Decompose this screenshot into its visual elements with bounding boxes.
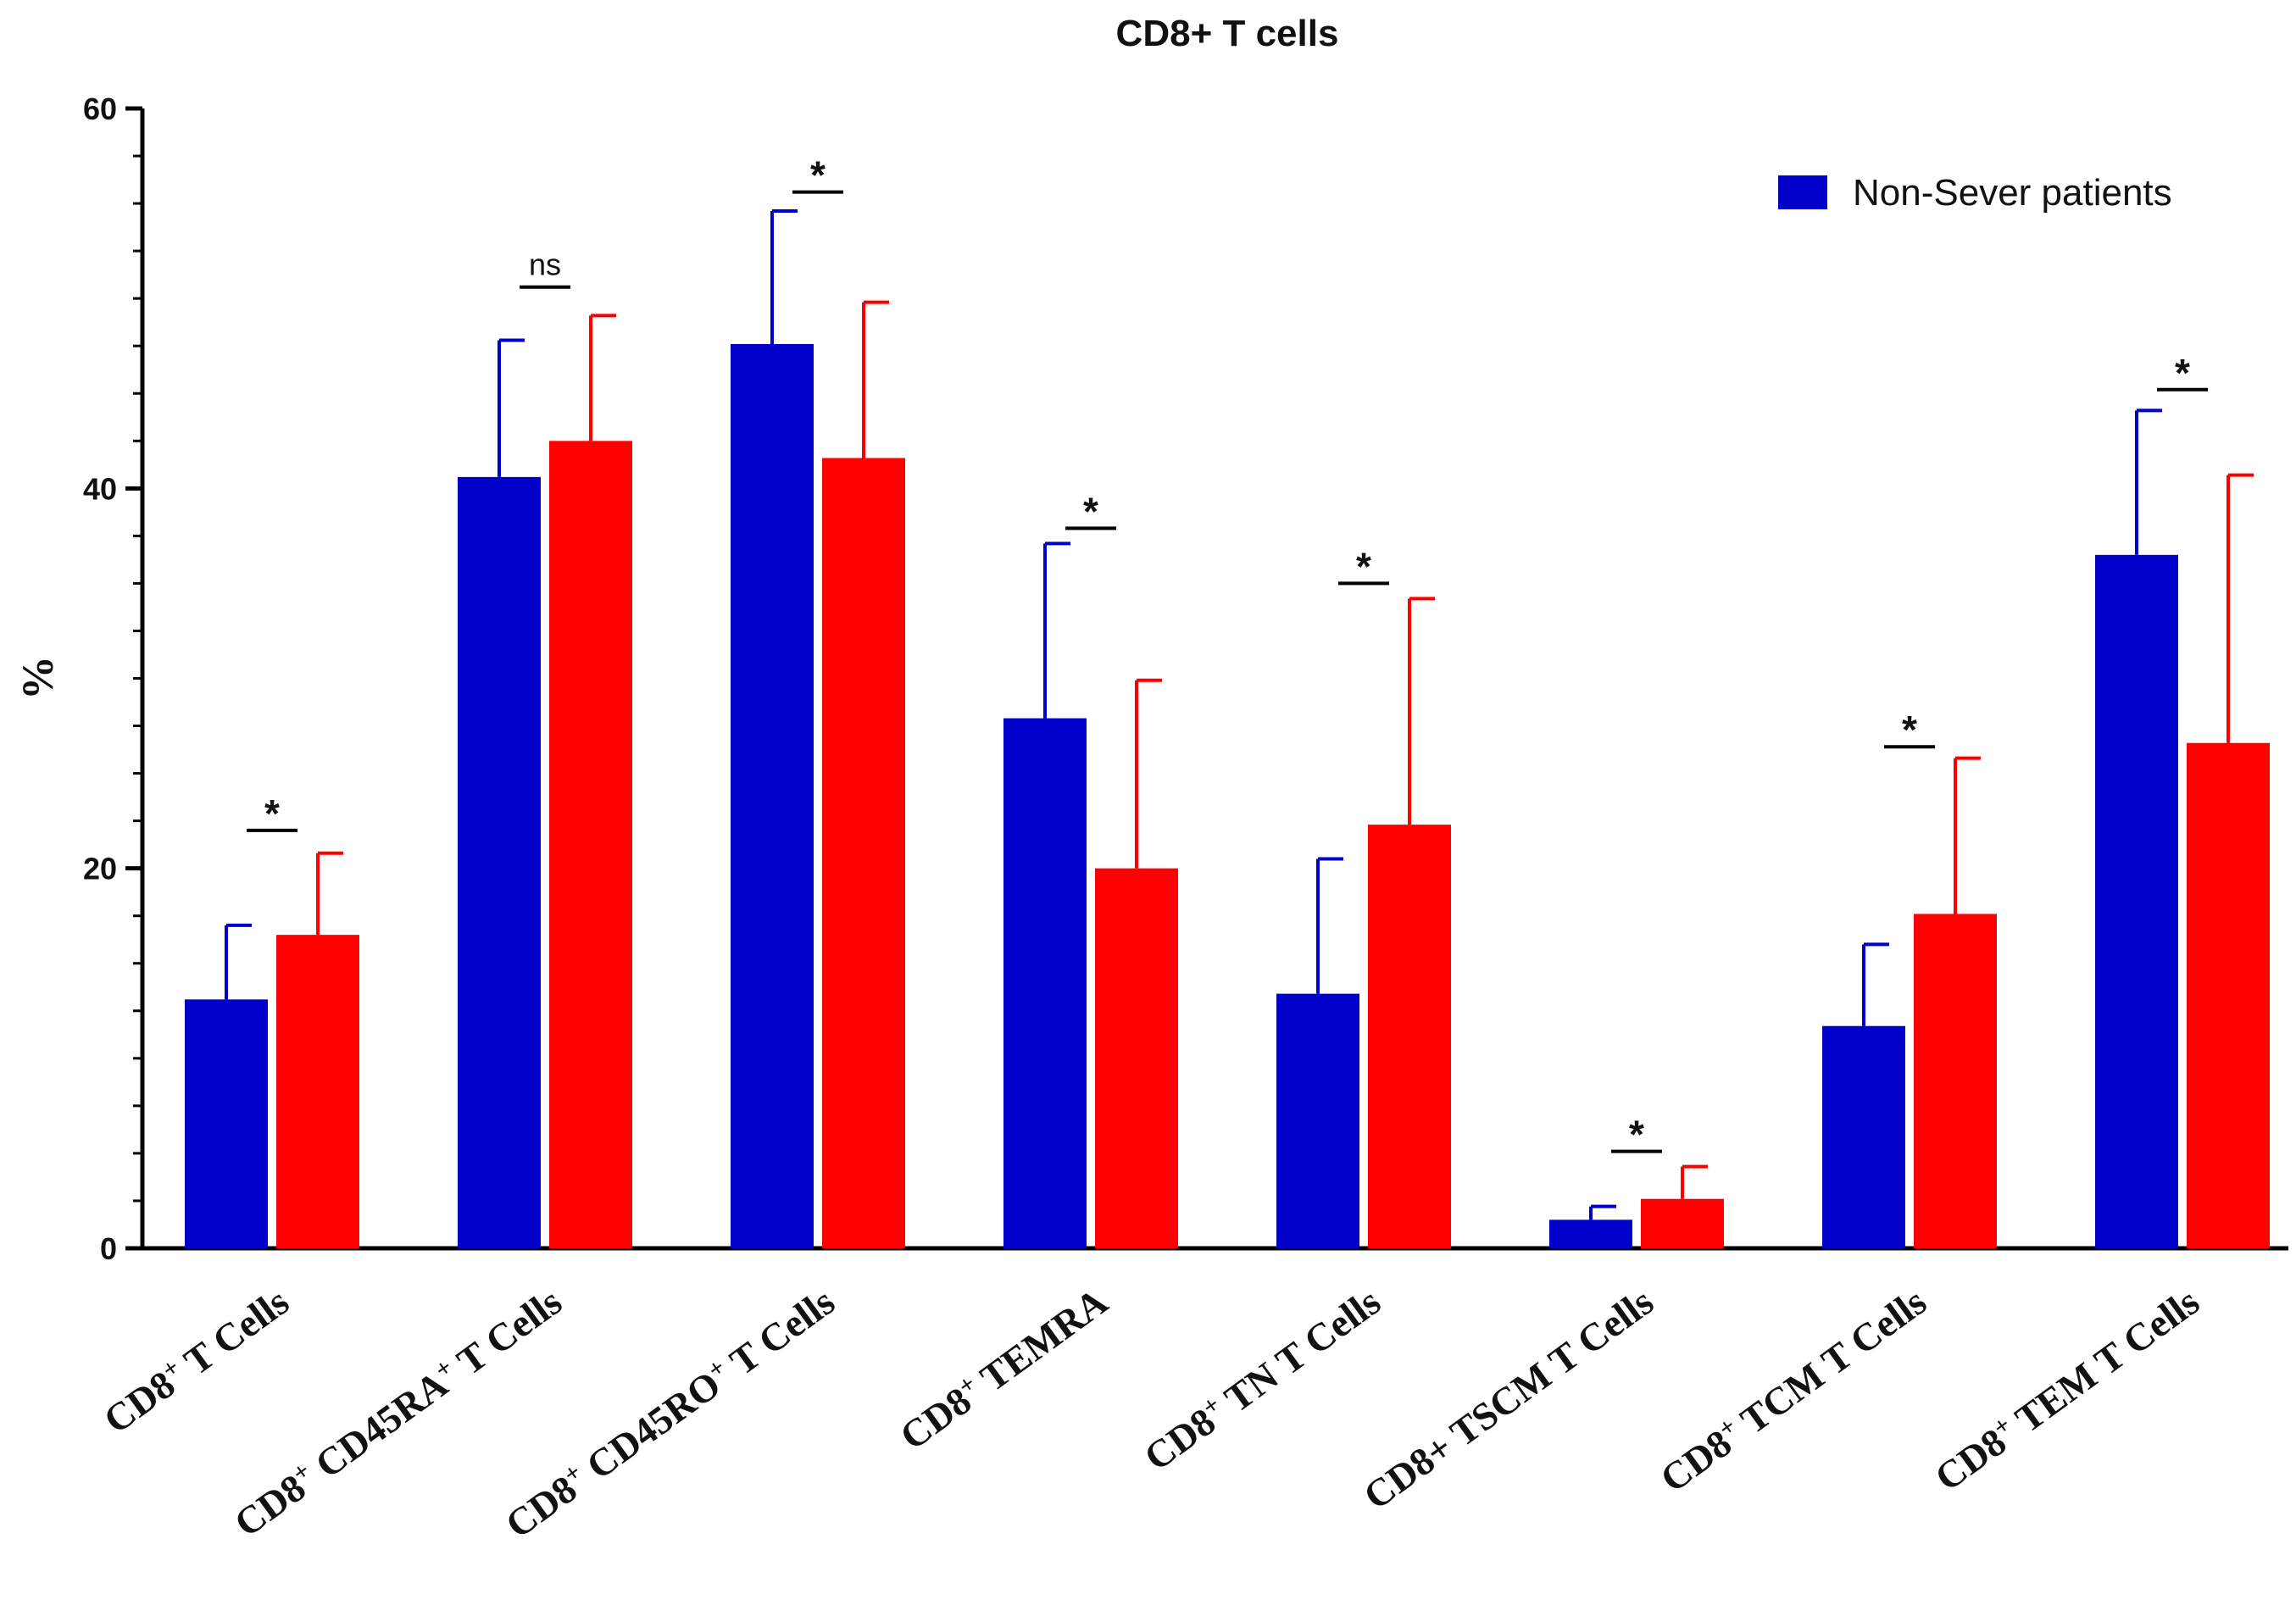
bar-non-sever xyxy=(731,343,814,1248)
significance-label: * xyxy=(264,792,280,836)
bar-sever xyxy=(1914,914,1997,1248)
bar-non-sever xyxy=(2095,554,2178,1248)
x-tick-label: CD8+ TEMRA xyxy=(892,1279,1115,1458)
significance-markers: * ns * * * * * * xyxy=(247,153,2208,1157)
y-axis: 0 20 40 60 xyxy=(83,92,145,1266)
x-tick-label: CD8+ TSCM T Cells xyxy=(1356,1280,1661,1518)
y-tick-label: 20 xyxy=(83,852,117,886)
bar-sever xyxy=(2187,742,2270,1248)
legend: Non-Sever patients xyxy=(1778,172,2172,214)
y-tick-label: 60 xyxy=(83,92,117,126)
bar-sever xyxy=(822,458,905,1248)
significance-label: * xyxy=(810,153,826,197)
bar-sever xyxy=(1641,1198,1724,1248)
bar-non-sever xyxy=(1276,993,1359,1248)
bars xyxy=(185,343,2270,1248)
bar-non-sever xyxy=(1549,1219,1632,1248)
x-tick-label: CD8+ TCM T Cells xyxy=(1652,1279,1934,1501)
chart-title: CD8+ T cells xyxy=(1116,13,1339,54)
x-tick-label: CD8+ TEM T Cells xyxy=(1926,1279,2207,1499)
error-bars xyxy=(225,209,2254,1220)
x-tick-label: CD8+ TN T Cells xyxy=(1136,1279,1388,1479)
bar-non-sever xyxy=(458,476,541,1248)
significance-label: * xyxy=(1902,708,1917,752)
legend-label-non-sever: Non-Sever patients xyxy=(1853,172,2172,214)
bar-sever xyxy=(276,935,359,1248)
y-tick-label: 0 xyxy=(100,1231,117,1266)
significance-label: * xyxy=(1083,489,1098,533)
bar-sever xyxy=(549,441,632,1248)
significance-label: * xyxy=(1629,1113,1644,1157)
bar-sever xyxy=(1368,825,1451,1248)
bar-sever xyxy=(1095,868,1178,1248)
significance-label: ns xyxy=(529,247,561,282)
x-tick-label: CD8+ T Cells xyxy=(95,1279,296,1441)
bar-non-sever xyxy=(1822,1025,1905,1248)
significance-label: * xyxy=(2175,351,2190,395)
significance-label: * xyxy=(1356,544,1371,588)
bar-non-sever xyxy=(185,999,268,1248)
bar-non-sever xyxy=(1003,718,1087,1248)
y-axis-label: % xyxy=(14,656,63,700)
y-tick-label: 40 xyxy=(83,471,117,506)
legend-swatch-non-sever xyxy=(1778,175,1827,209)
